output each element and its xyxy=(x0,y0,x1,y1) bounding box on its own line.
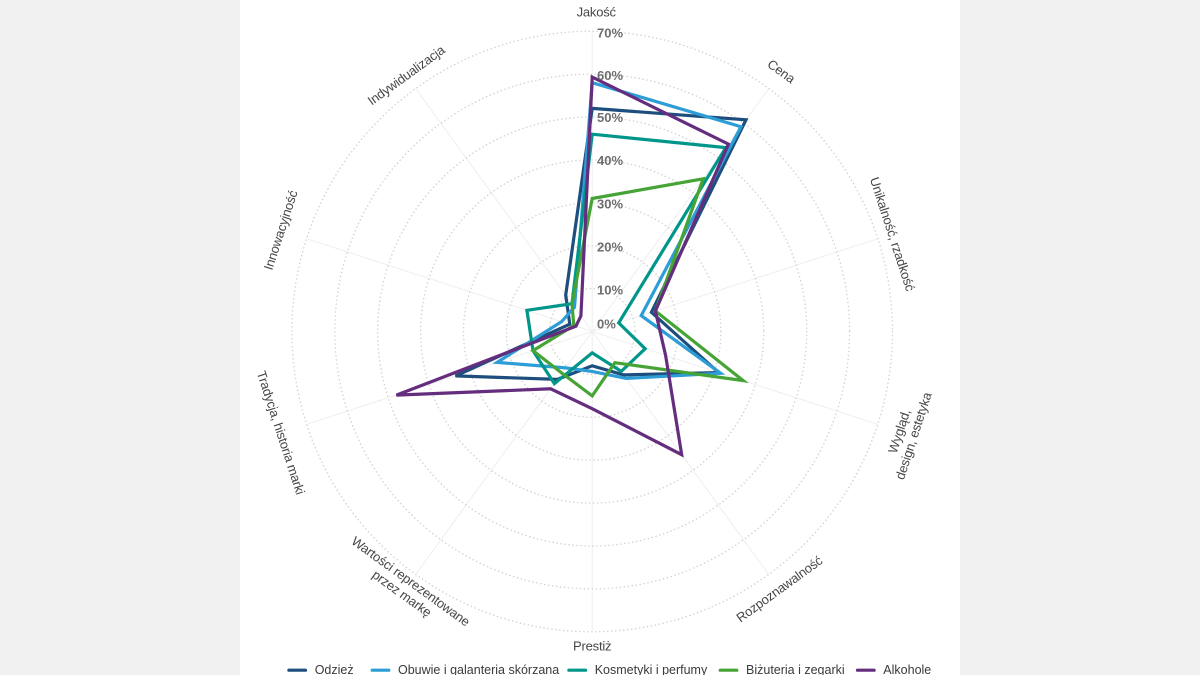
svg-text:70%: 70% xyxy=(597,26,623,41)
svg-text:Obuwie i galanteria skórzana: Obuwie i galanteria skórzana xyxy=(398,663,559,675)
svg-text:Innowacyjność: Innowacyjność xyxy=(261,188,301,272)
svg-text:Biżuteria i zegarki: Biżuteria i zegarki xyxy=(746,663,845,675)
svg-text:30%: 30% xyxy=(597,197,623,212)
svg-text:Unikalność, rzadkość: Unikalność, rzadkość xyxy=(867,175,918,293)
svg-text:50%: 50% xyxy=(597,110,623,125)
svg-text:Odzież: Odzież xyxy=(315,663,354,675)
svg-text:Indywidualizacja: Indywidualizacja xyxy=(365,42,449,108)
svg-text:20%: 20% xyxy=(597,240,623,255)
svg-text:Tradycja, historia marki: Tradycja, historia marki xyxy=(254,369,308,497)
svg-text:40%: 40% xyxy=(597,153,623,168)
svg-text:Wartości reprezentowaneprzez m: Wartości reprezentowaneprzez markę xyxy=(340,533,473,641)
svg-text:60%: 60% xyxy=(597,68,623,83)
svg-text:0%: 0% xyxy=(597,317,616,332)
svg-text:10%: 10% xyxy=(597,283,623,298)
svg-text:Jakość: Jakość xyxy=(577,4,617,19)
svg-text:Prestiż: Prestiż xyxy=(573,638,611,653)
svg-text:Wygląd,design, estetyka: Wygląd,design, estetyka xyxy=(878,385,935,481)
svg-text:Kosmetyki i perfumy: Kosmetyki i perfumy xyxy=(595,663,708,675)
svg-text:Cena: Cena xyxy=(765,56,799,87)
svg-text:Alkohole: Alkohole xyxy=(883,663,931,675)
